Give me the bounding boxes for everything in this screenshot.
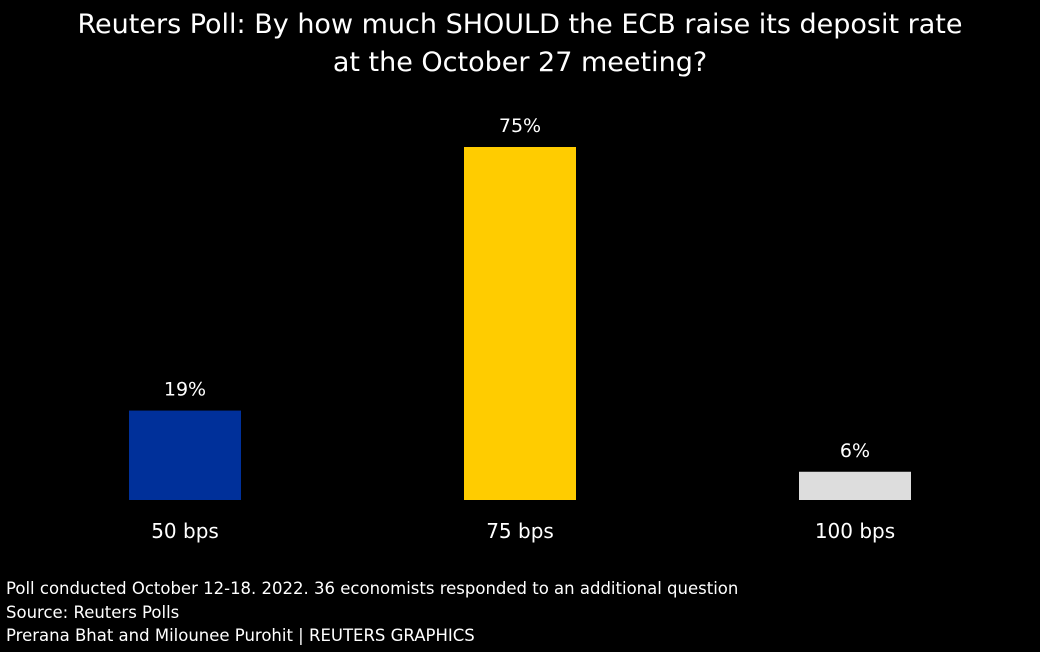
category-label-75-bps: 75 bps [486,519,554,543]
value-label-100-bps: 6% [840,440,870,462]
chart-title-line-1: Reuters Poll: By how much SHOULD the ECB… [77,9,963,40]
footer-note: Poll conducted October 12-18. 2022. 36 e… [6,579,739,598]
category-label-100-bps: 100 bps [815,519,895,543]
value-label-50-bps: 19% [164,379,206,401]
category-label-50-bps: 50 bps [151,519,219,543]
chart-title: Reuters Poll: By how much SHOULD the ECB… [0,6,1040,82]
footer-source: Source: Reuters Polls [6,602,180,622]
bar-75-bps [464,147,576,500]
value-label-75-bps: 75% [499,115,541,137]
footer-credit: Prerana Bhat and Milounee Purohit | REUT… [6,626,475,645]
chart-footer: Poll conducted October 12-18. 2022. 36 e… [6,577,738,648]
bar-50-bps [129,410,241,500]
chart-title-line-2: at the October 27 meeting? [332,47,708,78]
bar-100-bps [799,471,911,500]
